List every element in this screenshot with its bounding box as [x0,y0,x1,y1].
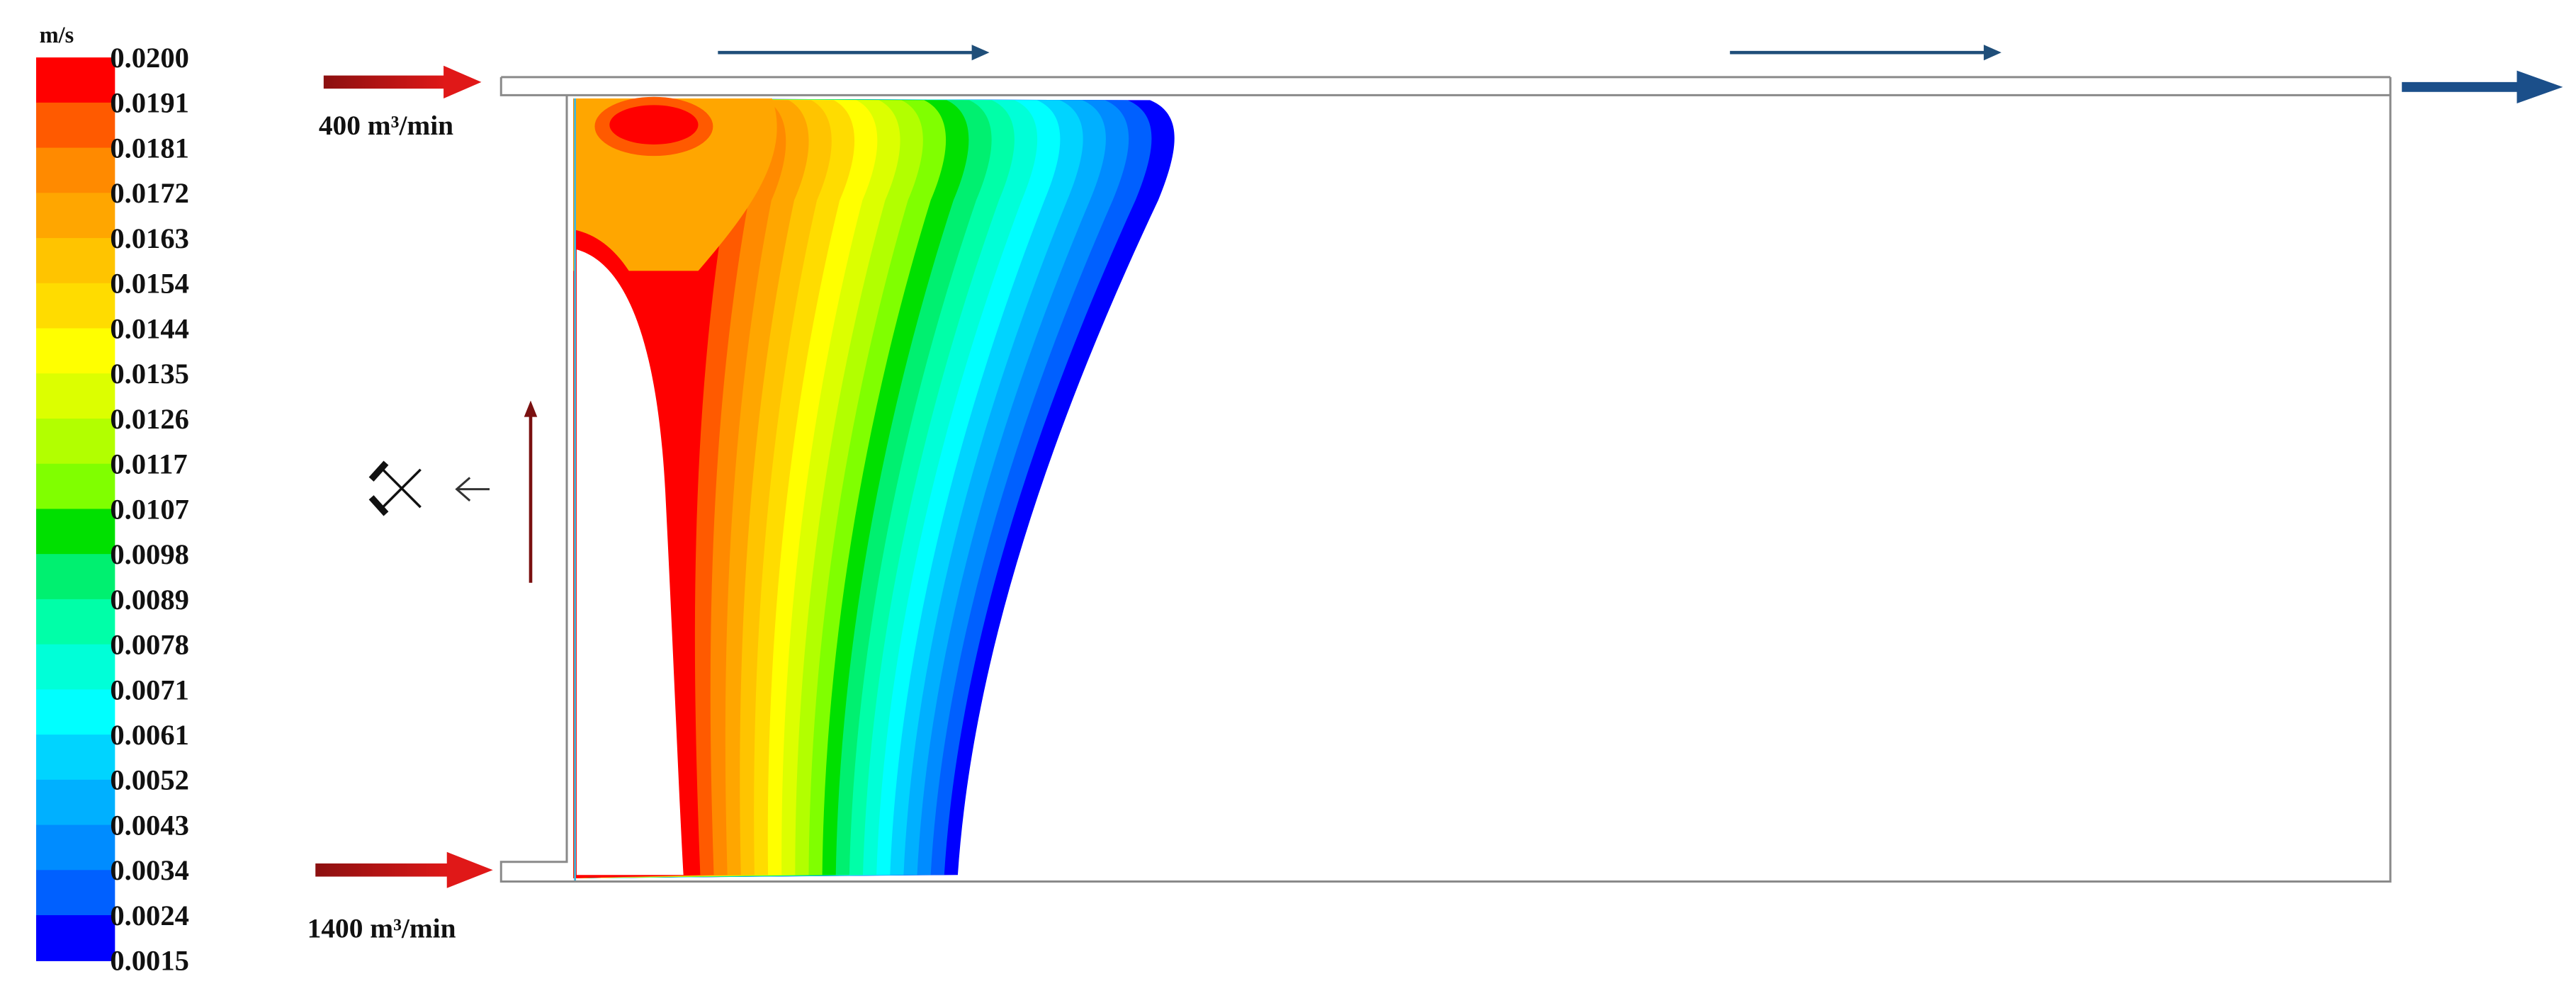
legend-tick-label: 0.0163 [110,222,189,254]
legend-band [36,328,115,375]
legend-band [36,689,115,736]
top-inlet-arrow [323,65,482,99]
legend-ticks: 0.0200 0.0191 0.0181 0.0172 0.0163 0.0154 0.01… [110,42,189,977]
legend-band [36,554,115,601]
legend-band [36,599,115,645]
legend-tick-label: 0.0034 [110,854,189,886]
bottom-inlet-arrow [315,851,493,888]
legend-bands [36,57,115,961]
legend-tick-label: 0.0071 [110,674,189,706]
legend-band [36,373,115,420]
legend-tick-label: 0.0052 [110,764,189,796]
legend-band [36,735,115,781]
flow-direction-arrow-2 [1729,45,2001,61]
legend-tick-label: 0.0191 [110,87,189,119]
legend-tick-label: 0.0200 [110,42,189,74]
legend-band [36,147,115,194]
legend-tick-label: 0.0089 [110,584,189,616]
legend-band [36,870,115,917]
legend-band [36,779,115,826]
top-inlet-flow-label: 400 m³/min [319,110,453,141]
legend-tick-label: 0.0024 [110,900,189,931]
legend-tick-label: 0.0117 [110,448,187,480]
legend-band [36,102,115,149]
flow-direction-arrow-1 [718,45,990,61]
legend-band [36,824,115,871]
velocity-contour [573,96,1175,882]
room-geometry [499,76,2392,883]
legend-band [36,644,115,691]
legend-band [36,238,115,284]
legend-tick-label: 0.0078 [110,629,189,661]
legend-band [36,463,115,510]
legend-band [36,509,115,555]
legend-tick-label: 0.0107 [110,493,189,525]
duct-outline [499,76,2392,883]
legend-tick-label: 0.0154 [110,268,189,300]
left-arrow-icon [455,477,490,502]
outlet-arrow [2402,70,2563,104]
legend-band [36,915,115,961]
legend-tick-label: 0.0126 [110,403,189,435]
bottom-inlet-flow-label: 1400 m³/min [307,912,456,944]
legend-tick-label: 0.0015 [110,945,189,977]
legend-tick-label: 0.0061 [110,719,189,751]
legend-band [36,283,115,329]
legend-unit: m/s [40,23,74,48]
color-legend: m/s 0.0200 0.0191 0.0181 0.0172 0.0163 0.0154… [36,23,189,977]
legend-tick-label: 0.0098 [110,538,189,570]
contour-low-zone [576,249,684,876]
legend-band [36,418,115,465]
upward-flow-arrow [524,400,538,583]
legend-band [36,193,115,239]
fan-icon [368,460,422,516]
legend-band [36,57,115,104]
legend-tick-label: 0.0144 [110,312,189,344]
contour-high-core [609,105,699,144]
legend-tick-label: 0.0135 [110,358,189,390]
legend-tick-label: 0.0043 [110,809,189,841]
legend-tick-label: 0.0181 [110,132,189,164]
legend-tick-label: 0.0172 [110,177,189,209]
